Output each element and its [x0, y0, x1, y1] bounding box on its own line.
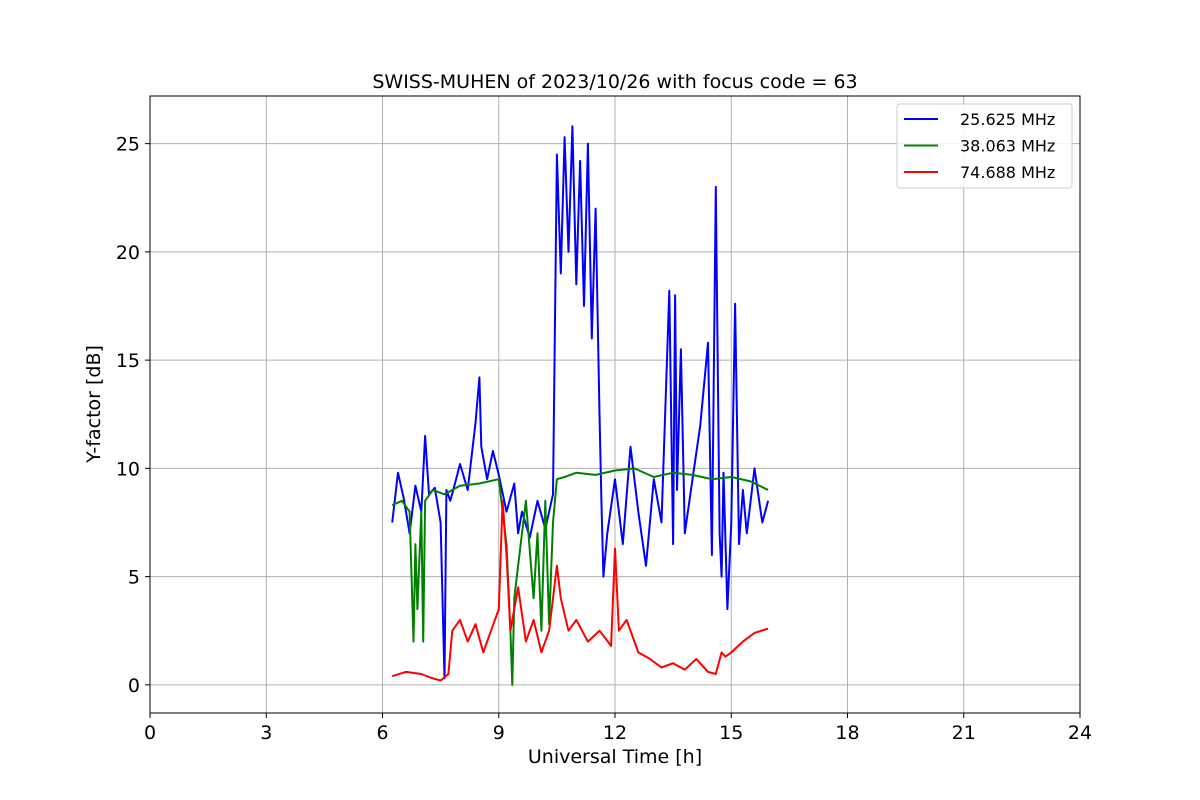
chart-title: SWISS-MUHEN of 2023/10/26 with focus cod… — [372, 71, 857, 93]
tick-layer: 0 3 6 9 12 15 18 21 24 0 5 10 15 20 25 — [116, 134, 1092, 744]
x-axis-label: Universal Time [h] — [528, 746, 702, 768]
x-tick-label: 12 — [603, 722, 627, 744]
x-tick-label: 24 — [1068, 722, 1092, 744]
legend-label: 74.688 MHz — [960, 163, 1055, 182]
y-tick-label: 25 — [116, 134, 140, 156]
grid-layer — [149, 96, 1081, 713]
x-tick-label: 15 — [719, 722, 743, 744]
legend-box — [896, 103, 1073, 189]
series-line-1 — [391, 125, 770, 680]
legend: 25.625 MHz 38.063 MHz 74.688 MHz — [896, 103, 1073, 189]
legend-label: 38.063 MHz — [960, 137, 1055, 156]
series-layer — [391, 125, 770, 686]
x-tick-label: 6 — [376, 722, 388, 744]
x-tick-label: 3 — [260, 722, 272, 744]
series-line-3 — [391, 499, 769, 682]
y-axis-label: Y-factor [dB] — [83, 345, 105, 464]
y-tick-label: 15 — [116, 350, 140, 372]
y-tick-label: 5 — [128, 567, 140, 589]
y-tick-label: 10 — [116, 458, 140, 480]
series-line-2 — [391, 467, 769, 686]
y-tick-label: 20 — [116, 242, 140, 264]
x-tick-label: 18 — [835, 722, 859, 744]
x-tick-label: 9 — [493, 722, 505, 744]
legend-label: 25.625 MHz — [960, 110, 1055, 129]
y-tick-label: 0 — [128, 675, 140, 697]
x-tick-label: 21 — [952, 722, 976, 744]
x-tick-label: 0 — [144, 722, 156, 744]
